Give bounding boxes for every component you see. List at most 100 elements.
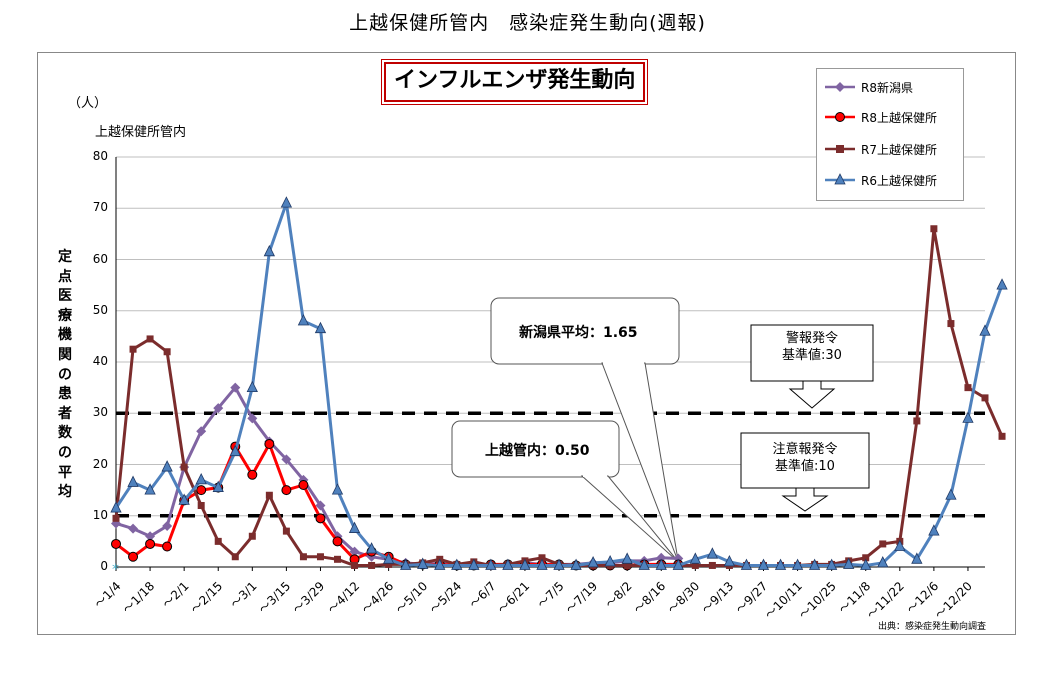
data-point	[400, 558, 412, 570]
data-point	[621, 552, 633, 564]
data-point	[145, 531, 156, 542]
data-point	[553, 558, 565, 570]
data-point	[877, 556, 889, 568]
data-point	[998, 432, 1006, 440]
data-point	[351, 561, 359, 569]
data-point	[349, 546, 360, 557]
data-point	[930, 225, 938, 233]
data-point	[316, 553, 324, 561]
data-point	[110, 501, 122, 513]
legend-label: R8上越保健所	[861, 111, 937, 125]
data-point	[144, 483, 156, 495]
data-point	[385, 560, 393, 568]
data-point	[282, 527, 290, 535]
data-point	[196, 485, 207, 496]
data-point	[979, 324, 991, 336]
data-point	[247, 469, 258, 480]
data-point	[519, 558, 531, 570]
data-point	[757, 558, 770, 570]
data-point	[947, 320, 955, 328]
data-point	[146, 335, 154, 343]
warning-threshold-box	[740, 432, 870, 512]
chart-title: インフルエンザ発生動向	[380, 59, 649, 105]
callout-box	[490, 297, 680, 365]
callout-niigata-average: 新潟県平均：1.65	[519, 325, 638, 341]
legend-label: R8新潟県	[861, 81, 913, 95]
data-point	[638, 558, 650, 570]
data-point	[334, 555, 342, 563]
data-point	[502, 558, 514, 570]
y-tick-label: 40	[92, 354, 108, 368]
data-point	[417, 557, 429, 569]
data-point	[774, 558, 787, 570]
data-point	[691, 561, 699, 569]
data-point	[485, 558, 497, 570]
data-point	[161, 460, 173, 472]
data-point	[315, 513, 326, 524]
data-point	[623, 561, 631, 569]
data-point	[451, 558, 463, 570]
page-title: 上越保健所管内 感染症発生動向(週報)	[349, 12, 706, 34]
y-axis-label: 定点医療機関の患者数の平均	[58, 249, 72, 501]
data-point	[791, 558, 804, 570]
data-point	[911, 552, 923, 564]
threshold-box	[750, 324, 874, 382]
data-point	[368, 561, 376, 569]
data-point	[913, 417, 921, 425]
data-point	[246, 380, 258, 393]
callout-niigata-box	[490, 297, 680, 563]
y-tick-label: 50	[92, 302, 108, 317]
data-point	[382, 552, 395, 564]
data-point	[331, 483, 344, 495]
data-point	[996, 278, 1008, 290]
data-point	[348, 521, 361, 533]
callout-joetsu-box	[451, 420, 679, 563]
data-point	[964, 384, 972, 392]
data-point	[298, 480, 309, 490]
chart-frame	[37, 52, 1016, 635]
data-point	[129, 345, 137, 353]
data-point	[708, 561, 716, 569]
data-point	[281, 485, 292, 496]
data-point	[162, 521, 173, 531]
legend: R8新潟県 R8上越保健所 R7上越保健所 R6上越保健所	[816, 68, 964, 201]
y-tick-label: 30	[92, 405, 108, 420]
data-point	[879, 540, 887, 548]
data-point	[740, 558, 753, 570]
data-point	[538, 554, 546, 562]
scope-label: 上越保健所管内	[95, 125, 187, 140]
warning-threshold-label: 注意報発令 基準値:10	[772, 442, 838, 474]
data-point	[808, 558, 821, 570]
data-point	[689, 552, 701, 564]
data-point	[825, 558, 838, 570]
data-point	[231, 553, 239, 561]
source-note: 出典：感染症発生動向調査	[878, 622, 987, 632]
y-tick-label: 80	[92, 149, 108, 163]
origin-marker: *	[112, 562, 119, 578]
data-point	[128, 551, 139, 562]
callout-box	[451, 420, 620, 478]
data-point	[111, 538, 121, 549]
legend-item-r7-joetsu: R7上越保健所	[823, 139, 963, 159]
data-point	[297, 314, 310, 326]
legend-marker-triangle-icon	[825, 173, 855, 185]
data-point	[214, 537, 222, 545]
data-point	[128, 523, 139, 534]
y-tick-label: 60	[92, 251, 108, 266]
data-point	[162, 541, 173, 552]
data-point	[894, 539, 906, 551]
threshold-box	[740, 432, 870, 489]
data-point	[862, 554, 870, 562]
data-point	[843, 557, 855, 569]
y-tick-label: 0	[100, 559, 108, 573]
legend-label: R7上越保健所	[861, 143, 937, 157]
data-point	[570, 558, 582, 570]
data-point	[263, 244, 276, 257]
legend-label: R6上越保健所	[861, 174, 937, 188]
data-point	[945, 488, 957, 500]
data-point	[536, 558, 548, 570]
data-point	[212, 480, 224, 492]
data-point	[468, 558, 480, 570]
alarm-threshold-label: 警報発令 基準値:30	[782, 331, 842, 363]
legend-marker-square-icon	[825, 145, 855, 153]
